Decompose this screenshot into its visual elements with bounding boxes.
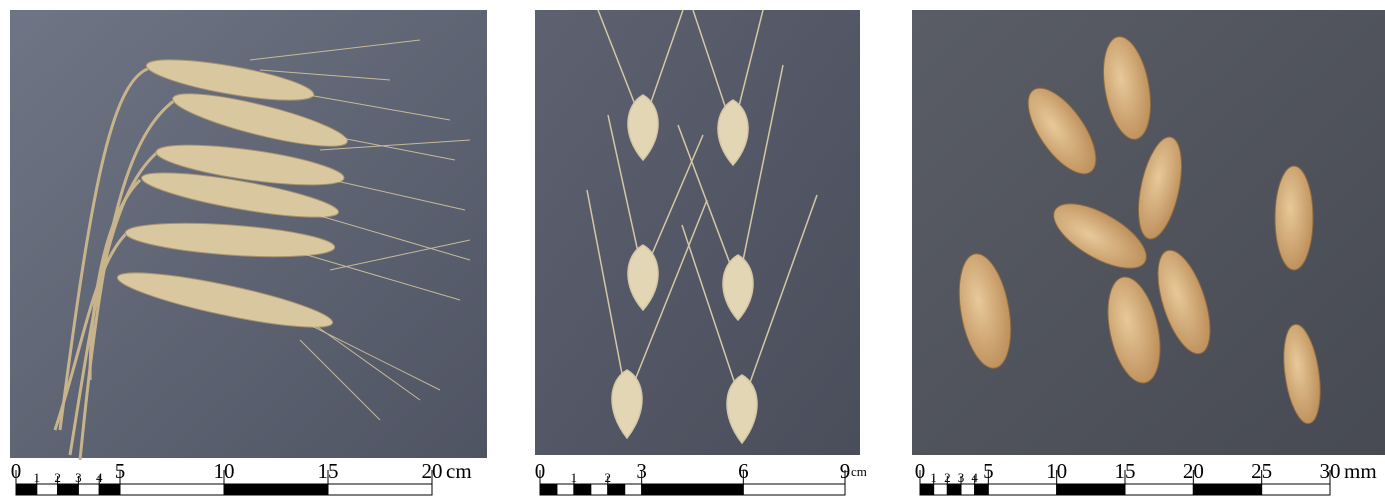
scale-bars: 0 1 2 3 4 5 10 15 20 cm 0 1 2 3 6 9 cm 0 1 2 3 4 5 10 15 20 25 30 mm [11,459,1377,496]
scale-segment [590,483,609,496]
scale-segment [36,483,59,496]
scale-label: 30 [1320,459,1341,483]
scale-label: 3 [636,459,647,483]
photo-spikes [10,10,487,461]
scale-label: 5 [115,459,126,483]
scale-label: 10 [1046,459,1067,483]
scale-segment [573,483,592,496]
scale-segment [1056,483,1126,496]
scale-segment [1261,483,1331,496]
scale-segment [1124,483,1194,496]
scale-unit: cm [851,464,867,479]
scale-label: 0 [915,459,926,483]
scale-segment [960,483,976,496]
scale-segment [987,483,1058,496]
scale-label: 3 [958,470,965,485]
scale-segment [327,483,433,496]
scale-label: 3 [75,470,82,485]
scale-label: 20 [422,459,443,483]
scale-segment [742,483,846,496]
scale-segment [974,483,989,496]
scale-label: 1 [930,470,937,485]
scale-segment [556,483,575,496]
scale-segment [641,483,744,496]
scale-segment [15,483,38,496]
scale-label: 4 [96,470,103,485]
scale-label: 20 [1183,459,1204,483]
scale-label: 5 [983,459,994,483]
scale-segment [223,483,329,496]
photo-spikelets [535,9,860,455]
scale-segment [946,483,962,496]
scale-label: 10 [214,459,235,483]
scale-segment [919,483,935,496]
scale-segment [119,483,225,496]
scale-label: 1 [34,470,41,485]
photo-grains [912,10,1385,455]
scale-label: 0 [11,459,22,483]
scale-label: 1 [571,470,578,485]
scale-segment [624,483,643,496]
scale-segment [77,483,100,496]
scale-label: 2 [54,470,61,485]
scale-segment [98,483,121,496]
scale-label: 4 [971,470,978,485]
scale-label: 6 [738,459,749,483]
scale-segment [933,483,948,496]
scale-label: 0 [535,459,546,483]
scale-segment [57,483,79,496]
scale-label: 25 [1251,459,1272,483]
scale-unit: cm [446,459,472,483]
scale-segment [1192,483,1263,496]
scale-label: 2 [944,470,951,485]
scale-unit: mm [1344,459,1377,483]
scale-segment [539,483,558,496]
scale-label: 9 [840,459,851,483]
scale-label: 15 [1115,459,1136,483]
scale-label: 2 [605,470,612,485]
scale-segment [607,483,626,496]
scale-label: 15 [318,459,339,483]
